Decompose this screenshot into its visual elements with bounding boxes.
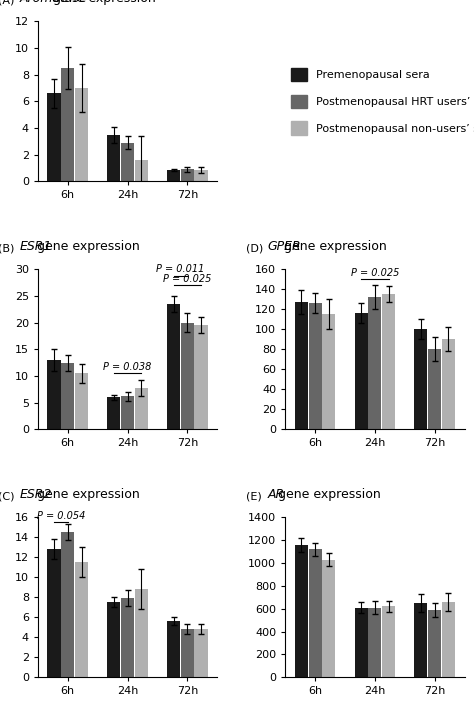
- Text: gene expression: gene expression: [49, 0, 156, 6]
- Text: (C): (C): [0, 491, 15, 501]
- Text: P = 0.025: P = 0.025: [351, 268, 399, 278]
- Bar: [167, 170, 180, 181]
- Bar: [167, 304, 180, 429]
- Bar: [167, 621, 180, 677]
- Bar: [442, 602, 455, 677]
- Text: gene expression: gene expression: [280, 240, 387, 253]
- Text: P = 0.038: P = 0.038: [103, 362, 152, 372]
- Bar: [181, 170, 194, 181]
- Bar: [368, 297, 382, 429]
- Text: (B): (B): [0, 243, 15, 253]
- Bar: [442, 339, 455, 429]
- Bar: [309, 549, 322, 677]
- Bar: [355, 607, 368, 677]
- Bar: [295, 302, 308, 429]
- Bar: [181, 323, 194, 429]
- Bar: [322, 314, 336, 429]
- Bar: [61, 363, 74, 429]
- Bar: [47, 360, 61, 429]
- Bar: [194, 325, 208, 429]
- Bar: [414, 603, 428, 677]
- Text: Aromatase: Aromatase: [20, 0, 88, 6]
- Bar: [355, 314, 368, 429]
- Text: (E): (E): [246, 491, 262, 501]
- Bar: [194, 170, 208, 181]
- Text: AR: AR: [267, 488, 284, 501]
- Legend: Premenopausal sera, Postmenopausal HRT users’ sera, Postmenopausal non-users’ se: Premenopausal sera, Postmenopausal HRT u…: [291, 68, 474, 135]
- Text: P = 0.054: P = 0.054: [37, 511, 85, 521]
- Bar: [121, 598, 134, 677]
- Bar: [61, 533, 74, 677]
- Bar: [382, 294, 395, 429]
- Bar: [75, 563, 88, 677]
- Bar: [414, 329, 428, 429]
- Text: P = 0.011: P = 0.011: [156, 265, 205, 275]
- Bar: [107, 135, 120, 181]
- Bar: [107, 602, 120, 677]
- Bar: [309, 303, 322, 429]
- Bar: [194, 630, 208, 677]
- Bar: [121, 143, 134, 181]
- Bar: [428, 610, 441, 677]
- Text: gene expression: gene expression: [274, 488, 381, 501]
- Text: ESR1: ESR1: [20, 240, 52, 253]
- Bar: [181, 630, 194, 677]
- Text: ESR2: ESR2: [20, 488, 52, 501]
- Text: (A): (A): [0, 0, 15, 6]
- Text: (D): (D): [246, 243, 263, 253]
- Bar: [47, 93, 61, 181]
- Bar: [121, 396, 134, 429]
- Bar: [61, 68, 74, 181]
- Text: GPER: GPER: [267, 240, 301, 253]
- Text: gene expression: gene expression: [33, 240, 140, 253]
- Bar: [322, 560, 336, 677]
- Bar: [107, 397, 120, 429]
- Bar: [75, 88, 88, 181]
- Bar: [135, 388, 148, 429]
- Bar: [135, 590, 148, 677]
- Bar: [295, 545, 308, 677]
- Bar: [75, 374, 88, 429]
- Text: gene expression: gene expression: [33, 488, 140, 501]
- Bar: [135, 160, 148, 181]
- Bar: [382, 607, 395, 677]
- Bar: [428, 349, 441, 429]
- Bar: [47, 549, 61, 677]
- Bar: [368, 607, 382, 677]
- Text: P = 0.025: P = 0.025: [163, 274, 211, 284]
